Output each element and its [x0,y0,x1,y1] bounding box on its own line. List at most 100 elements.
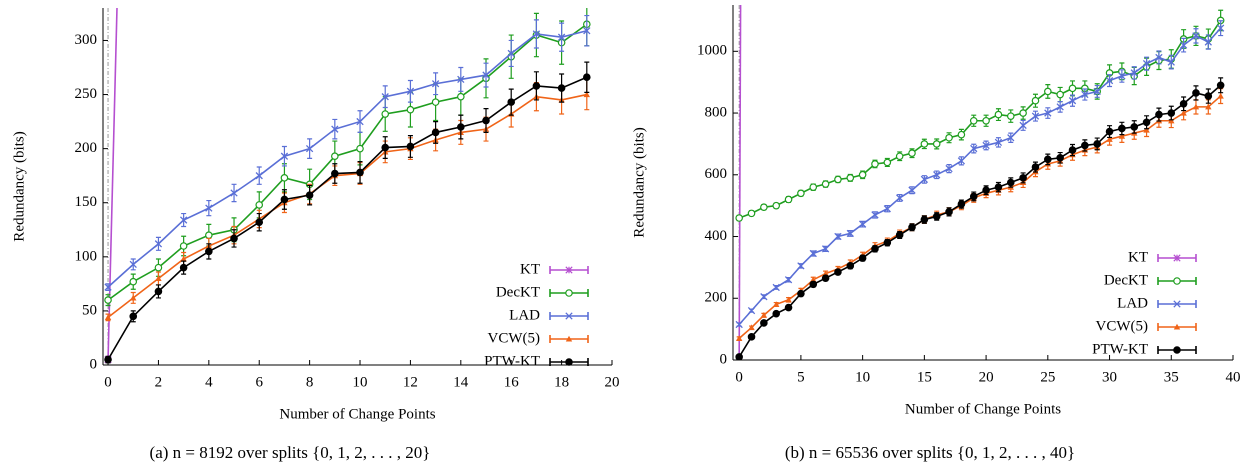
legend-marker [1173,346,1181,354]
data-point [532,30,541,38]
data-point [1068,84,1077,93]
data-point [784,303,793,312]
series-line [738,95,1222,339]
data-point [994,138,1003,147]
data-point [1106,136,1113,142]
x-tick-label: 40 [1226,369,1241,385]
legend-label: PTW-KT [1092,341,1148,357]
data-point [834,268,842,276]
data-point [858,170,867,179]
data-point [1192,32,1200,40]
x-tick-label: 18 [554,374,569,390]
data-point [784,195,793,204]
data-point [507,49,515,58]
y-tick-label: 200 [75,140,98,156]
x-tick-label: 14 [453,374,469,390]
data-point [255,201,264,209]
data-point [1167,109,1176,117]
data-point [1006,112,1015,120]
data-point [129,260,137,269]
data-point [945,164,953,173]
data-point [1179,99,1188,108]
data-point [331,125,339,133]
data-point [1216,24,1225,32]
data-point [104,296,112,304]
data-point [809,249,817,258]
data-point [1142,118,1151,127]
x-tick-label: 10 [855,369,870,385]
plot [104,8,591,364]
y-tick-label: 0 [90,356,98,372]
data-point [1105,127,1114,136]
data-point [104,283,112,291]
data-point [797,189,805,198]
data-point [908,186,916,194]
data-point [932,212,941,221]
data-point [1044,87,1052,96]
y-tick-label: 300 [75,32,98,48]
x-tick-label: 0 [104,374,112,390]
data-point [381,110,390,118]
data-point [507,98,516,106]
data-point [846,262,855,270]
data-point [772,283,780,292]
data-point [908,149,916,157]
data-point [945,133,953,142]
data-point [129,312,138,321]
legend-marker [1173,254,1181,262]
data-point [735,353,743,360]
data-point [982,141,990,150]
data-point [381,93,389,101]
data-point [482,71,490,79]
series-line [738,5,742,359]
data-point [1192,89,1200,97]
y-tick-label: 0 [720,351,728,367]
legend-marker [565,266,573,274]
data-point [747,333,756,341]
data-point [810,276,817,283]
data-point [406,87,415,95]
data-point [797,262,805,270]
data-point [797,289,805,298]
data-point [735,335,743,341]
y-tick-label: 600 [705,166,728,182]
data-point [305,191,314,199]
data-point [748,324,755,331]
data-point [932,140,941,148]
legend-marker [1173,300,1181,308]
data-point [1031,112,1040,120]
data-point [1068,146,1077,154]
data-point [1044,155,1052,164]
data-point [457,75,465,84]
data-point [1056,103,1064,111]
x-tick-label: 30 [1102,369,1117,385]
data-point [154,263,163,272]
caption: (b) n = 65536 over splits {0, 1, 2, . . … [785,443,1075,462]
data-point [557,84,566,92]
x-tick-label: 0 [735,369,743,385]
legend-marker [1173,277,1181,285]
data-point [834,175,842,184]
y-tick-label: 150 [75,194,98,210]
data-point [1155,53,1163,62]
data-point [179,242,188,250]
data-point [933,171,941,179]
x-tick-label: 10 [353,374,368,390]
data-point [1006,178,1015,187]
legend-marker [565,312,573,320]
data-point [1044,109,1052,117]
plot [735,5,1225,360]
data-point [858,254,867,262]
data-point [130,294,137,301]
data-point [205,247,213,256]
y-tick-label: 400 [705,228,728,244]
data-point [1056,90,1064,99]
data-point [583,73,591,82]
data-point [1007,134,1015,142]
data-point [994,110,1003,119]
data-point [1155,110,1163,119]
data-point [1019,174,1027,182]
x-axis-label: Number of Change Points [905,401,1061,417]
data-point [155,275,162,282]
data-point [1019,109,1027,117]
